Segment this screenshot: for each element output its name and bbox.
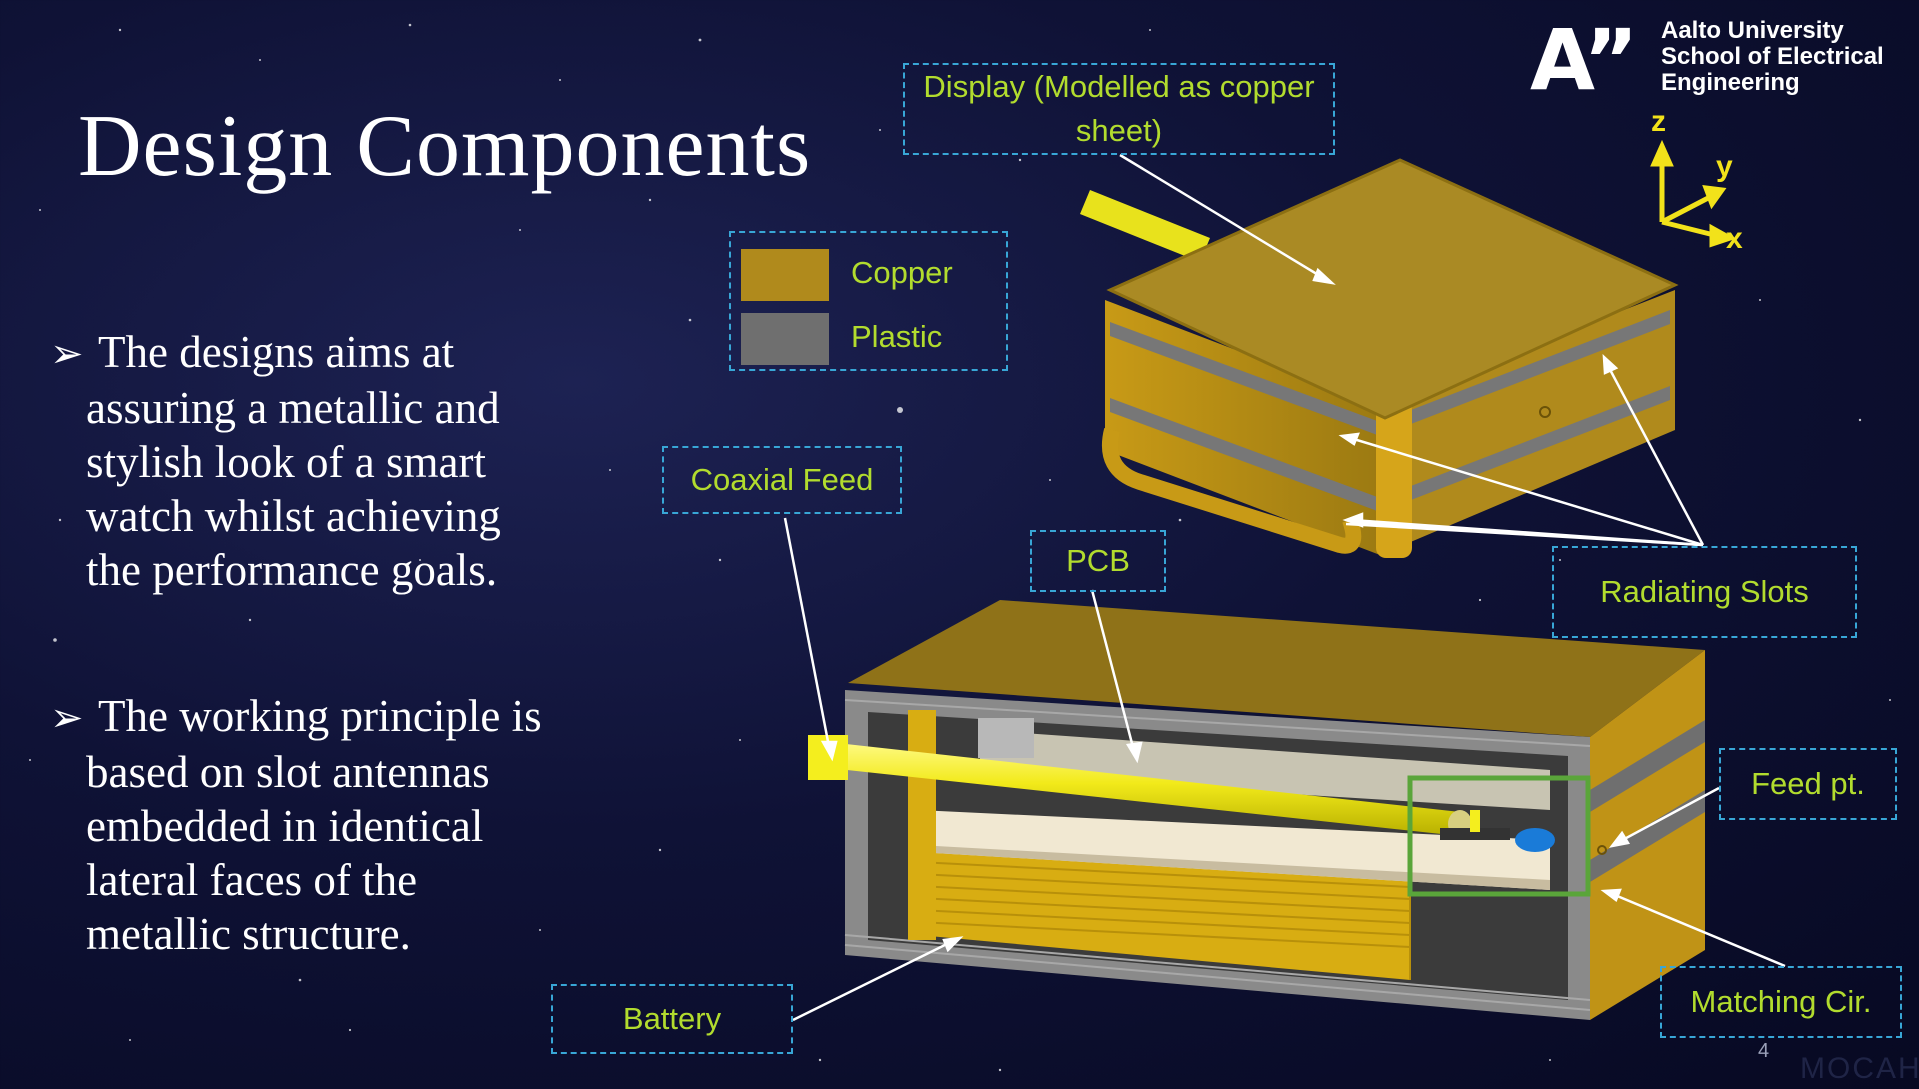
callout-battery: Battery <box>551 984 793 1054</box>
bullet-2-line-1: The working principle is <box>98 691 542 741</box>
legend-item-copper: Copper <box>741 249 1001 305</box>
material-legend: Copper Plastic <box>729 231 1008 371</box>
callout-pcb: PCB <box>1030 530 1166 592</box>
bullet-1-line-3: stylish look of a smart <box>86 437 486 487</box>
page-title: Design Components <box>78 98 812 195</box>
callout-coaxial-feed: Coaxial Feed <box>662 446 902 514</box>
bullet-2-line-3: embedded in identical <box>86 801 484 851</box>
axes-icon <box>1650 139 1737 248</box>
aalto-logo-mark: A” <box>1530 11 1638 109</box>
closed-watch-model <box>1080 158 1679 558</box>
bullet-1-line-4: watch whilst achieving <box>86 491 501 541</box>
bullet-arrow-icon: ➢ <box>50 331 84 377</box>
axis-y-label: y <box>1716 150 1733 183</box>
callout-display: Display (Modelled as copper sheet) <box>903 63 1335 155</box>
bullet-1-line-1: The designs aims at <box>98 327 455 377</box>
bullet-2-line-5: metallic structure. <box>86 909 411 959</box>
bullet-2: ➢ The working principle is based on slot … <box>50 689 650 961</box>
bullet-1-line-5: the performance goals. <box>86 545 498 595</box>
legend-item-plastic: Plastic <box>741 313 1001 369</box>
axis-x-label: x <box>1726 222 1743 255</box>
bullet-2-line-2: based on slot antennas <box>86 747 490 797</box>
bullet-1: ➢ The designs aims at assuring a metallic… <box>50 325 650 597</box>
callout-feed-pt: Feed pt. <box>1719 748 1897 820</box>
page-number: 4 <box>1758 1040 1770 1062</box>
callout-matching-cir: Matching Cir. <box>1660 966 1902 1038</box>
bullet-2-line-4: lateral faces of the <box>86 855 418 905</box>
callout-radiating-slots: Radiating Slots <box>1552 546 1857 638</box>
legend-label-plastic: Plastic <box>851 319 943 354</box>
aalto-logo: A” Aalto University School of Electrical… <box>1530 17 1900 103</box>
axis-z-label: z <box>1651 105 1666 138</box>
watermark: MOCAH <box>1800 1052 1919 1085</box>
plastic-swatch <box>741 313 829 365</box>
bullet-1-line-2: assuring a metallic and <box>86 383 500 433</box>
callout-arrows <box>783 153 1786 1022</box>
legend-label-copper: Copper <box>851 255 953 290</box>
bullet-arrow-icon: ➢ <box>50 695 84 741</box>
cutaway-watch-model <box>808 600 1705 1020</box>
aalto-logo-text: Aalto University School of Electrical En… <box>1661 17 1884 96</box>
copper-swatch <box>741 249 829 301</box>
